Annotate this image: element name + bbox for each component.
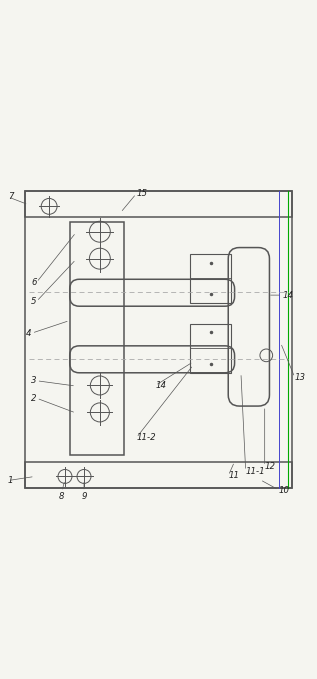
Text: 11-2: 11-2: [136, 433, 156, 442]
Bar: [25, 191, 292, 217]
Text: 12: 12: [265, 462, 276, 471]
Bar: [190, 324, 231, 373]
Bar: [25, 191, 292, 488]
Text: 9: 9: [81, 492, 87, 500]
Text: 10: 10: [279, 485, 290, 494]
Text: 13: 13: [295, 373, 306, 382]
Text: 8: 8: [59, 492, 65, 500]
Text: 6: 6: [31, 278, 36, 287]
Text: 4: 4: [26, 329, 32, 337]
Bar: [25, 462, 292, 488]
Text: 2: 2: [31, 394, 36, 403]
Text: 15: 15: [136, 189, 147, 198]
Bar: [70, 222, 124, 455]
Text: 14: 14: [155, 381, 166, 390]
Text: 3: 3: [31, 376, 36, 385]
Text: 11-1: 11-1: [246, 466, 265, 475]
Text: 5: 5: [31, 297, 36, 306]
Text: 11: 11: [228, 471, 239, 480]
Text: 14: 14: [282, 291, 293, 299]
Bar: [190, 254, 231, 303]
Text: 7: 7: [8, 192, 13, 202]
Text: 1: 1: [8, 476, 13, 485]
